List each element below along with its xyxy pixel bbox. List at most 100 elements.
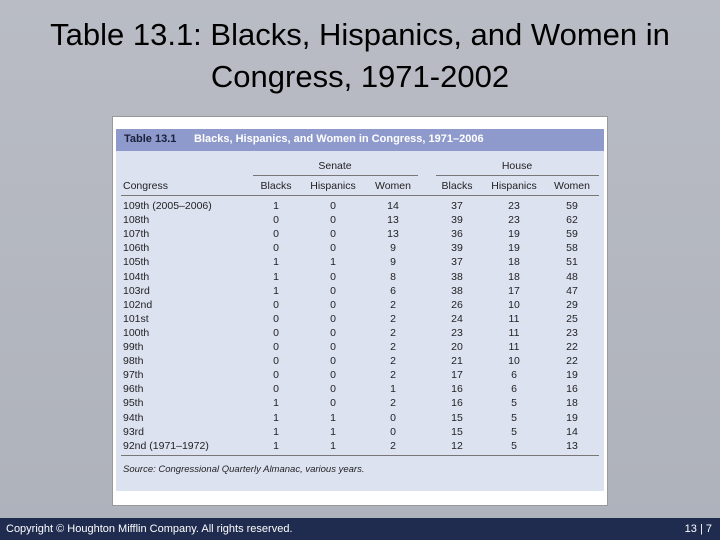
table-cell: 13 (387, 214, 399, 227)
table-cell: 5 (511, 425, 517, 438)
table-cell: 18 (566, 397, 578, 410)
table-cell: 59 (566, 200, 578, 212)
row-label: 105th (123, 256, 150, 269)
table-cell: 1 (273, 411, 279, 424)
table-cell: 23 (451, 326, 463, 339)
column-header: Congress (123, 180, 168, 192)
table-cell: 16 (566, 383, 578, 396)
group-header: Senate (318, 160, 352, 172)
table-cell: 38 (451, 284, 463, 297)
row-label: 96th (123, 383, 144, 396)
table-cell: 0 (330, 200, 336, 212)
table-cell: 0 (273, 369, 279, 382)
row-label: 94th (123, 411, 144, 424)
row-label: 100th (123, 326, 150, 339)
table-cell: 21 (451, 355, 463, 368)
table-cell: 1 (273, 270, 279, 283)
table-cell: 16 (451, 383, 463, 396)
table-cell: 5 (511, 439, 517, 452)
row-label: 101st (123, 312, 149, 325)
table-cell: 8 (390, 270, 396, 283)
table-cell: 5 (511, 411, 517, 424)
table-cell: 0 (330, 397, 336, 410)
table-cell: 0 (390, 425, 396, 438)
table-cell: 6 (511, 383, 517, 396)
table-cell: 2 (390, 298, 396, 311)
table-cell: 22 (566, 341, 578, 353)
table-cell: 0 (330, 383, 336, 396)
table-frame: Table 13.1 Blacks, Hispanics, and Women … (112, 116, 608, 506)
table-cell: 1 (330, 439, 336, 452)
table-cell: 0 (330, 214, 336, 227)
column-header: Hispanics (310, 180, 356, 192)
table-cell: 0 (330, 298, 336, 311)
row-label: 109th (2005–2006) (123, 200, 212, 212)
table-cell: 1 (273, 284, 279, 297)
table-cell: 1 (273, 200, 279, 212)
table-cell: 1 (273, 439, 279, 452)
table-cell: 0 (330, 341, 336, 353)
table-cell: 14 (387, 200, 399, 212)
table-cell: 0 (330, 228, 336, 241)
table-cell: 0 (330, 270, 336, 283)
page-number: 13 | 7 (684, 523, 712, 535)
row-label: 97th (123, 369, 144, 382)
table-cell: 62 (566, 214, 578, 227)
table-cell: 1 (273, 397, 279, 410)
table-cell: 16 (451, 397, 463, 410)
row-label: 106th (123, 242, 150, 255)
table-cell: 47 (566, 284, 578, 297)
table-cell: 0 (273, 228, 279, 241)
table-cell: 0 (330, 369, 336, 382)
table-cell: 0 (273, 355, 279, 368)
row-label: 107th (123, 228, 150, 241)
table-cell: 25 (566, 312, 578, 325)
table-cell: 18 (508, 256, 520, 269)
table-cell: 48 (566, 270, 578, 283)
table-cell: 11 (508, 312, 520, 325)
table-cell: 2 (390, 369, 396, 382)
footer-rule (121, 455, 599, 456)
table-cell: 6 (390, 284, 396, 297)
table-cell: 0 (273, 383, 279, 396)
column-header: Women (554, 180, 590, 192)
table-cell: 13 (387, 228, 399, 241)
table-cell: 9 (390, 256, 396, 269)
table-cell: 1 (273, 256, 279, 269)
table-cell: 19 (566, 369, 578, 382)
row-label: 92nd (1971–1972) (123, 439, 209, 452)
slide-title: Table 13.1: Blacks, Hispanics, and Women… (50, 17, 670, 94)
table-cell: 1 (273, 425, 279, 438)
row-label: 98th (123, 355, 144, 368)
table-cell: 10 (508, 355, 520, 368)
table-cell: 2 (390, 312, 396, 325)
table-cell: 2 (390, 341, 396, 353)
table-cell: 19 (508, 242, 520, 255)
table-cell: 10 (508, 298, 520, 311)
table-cell: 23 (508, 214, 520, 227)
copyright: Copyright © Houghton Mifflin Company. Al… (6, 523, 293, 535)
table-cell: 0 (330, 242, 336, 255)
table-cell: 9 (390, 242, 396, 255)
table-cell: 17 (508, 284, 520, 297)
row-label: 103rd (123, 284, 150, 297)
table-cell: 0 (330, 284, 336, 297)
table-cell: 24 (451, 312, 463, 325)
column-header: Blacks (260, 180, 292, 192)
column-header: Blacks (441, 180, 473, 192)
table-cell: 58 (566, 242, 578, 255)
table-cell: 37 (451, 200, 463, 212)
table-cell: 37 (451, 256, 463, 269)
table-cell: 2 (390, 397, 396, 410)
table-cell: 17 (451, 369, 463, 382)
header-rule (121, 195, 599, 196)
row-label: 102nd (123, 298, 153, 311)
table-cell: 23 (566, 326, 578, 339)
row-label: 99th (123, 341, 144, 353)
table-cell: 1 (330, 411, 336, 424)
table-cell: 1 (390, 383, 396, 396)
table-cell: 2 (390, 326, 396, 339)
table-cell: 0 (273, 326, 279, 339)
table-label: Table 13.1 (124, 133, 177, 145)
